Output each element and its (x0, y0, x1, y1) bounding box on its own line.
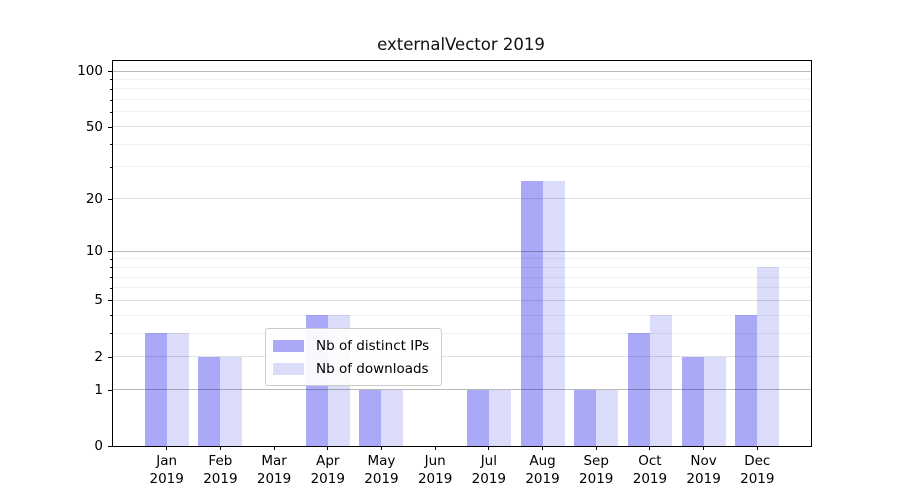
x-tick-label-mar: Mar 2019 (256, 453, 292, 487)
gridline-y-minor-9 (113, 258, 811, 260)
x-tick-mark-oct (649, 446, 651, 450)
x-tick-label-jan: Jan 2019 (149, 453, 184, 487)
gridline-y-minor-90 (113, 78, 811, 80)
y-tick-label-10: 10 (85, 243, 103, 260)
legend-swatch-downloads (273, 362, 304, 375)
y-tick-label-20: 20 (85, 190, 103, 207)
x-tick-label-sep: Sep 2019 (579, 453, 614, 487)
x-tick-mark-jun (434, 446, 436, 450)
y-tick-mark-minor-60 (110, 111, 112, 113)
y-tick-mark-1 (108, 389, 112, 391)
y-tick-mark-minor-7 (110, 277, 112, 279)
chart-title: externalVector 2019 (377, 35, 545, 54)
x-tick-label-jun: Jun 2019 (417, 453, 453, 487)
x-tick-mark-aug (542, 446, 544, 450)
bar-downloads-jul (488, 389, 511, 446)
bar-downloads-sep (596, 389, 619, 446)
x-tick-label-oct: Oct 2019 (632, 453, 668, 487)
legend-swatch-ips (273, 339, 304, 352)
y-tick-label-50: 50 (85, 118, 103, 135)
bar-ips-jan (144, 333, 167, 446)
bar-ips-oct (627, 333, 650, 446)
bar-ips-sep (574, 389, 597, 446)
y-tick-mark-10 (108, 251, 112, 253)
bar-downloads-may (381, 389, 404, 446)
gridline-y-minor-40 (113, 143, 811, 145)
y-tick-mark-minor-8 (110, 267, 112, 269)
x-tick-mark-jan (166, 446, 168, 450)
legend-label-ips: Nb of distinct IPs (316, 337, 430, 354)
legend: Nb of distinct IPs Nb of downloads (265, 328, 443, 386)
gridline-y-minor-4 (113, 314, 811, 316)
gridline-y-5 (113, 299, 811, 301)
y-tick-mark-0 (108, 446, 112, 447)
legend-item-downloads: Nb of downloads (273, 357, 429, 380)
gridline-y-minor-6 (113, 287, 811, 289)
y-tick-label-5: 5 (94, 292, 103, 309)
x-tick-label-may: May 2019 (364, 453, 399, 487)
y-tick-mark-minor-90 (110, 79, 112, 81)
y-tick-mark-minor-9 (110, 258, 112, 260)
y-tick-mark-20 (108, 198, 112, 200)
x-tick-label-aug: Aug 2019 (525, 453, 560, 487)
y-tick-mark-minor-70 (110, 99, 112, 101)
y-tick-label-1: 1 (94, 381, 103, 398)
legend-label-downloads: Nb of downloads (316, 360, 429, 377)
x-tick-label-apr: Apr 2019 (310, 453, 345, 487)
y-tick-label-2: 2 (94, 348, 103, 365)
y-tick-label-0: 0 (94, 438, 103, 454)
bar-downloads-oct (649, 315, 672, 446)
gridline-y-20 (113, 198, 811, 200)
x-tick-mark-nov (703, 446, 705, 450)
legend-item-ips: Nb of distinct IPs (273, 334, 429, 357)
y-tick-mark-minor-40 (110, 144, 112, 146)
bar-ips-dec (735, 315, 758, 446)
x-tick-label-nov: Nov 2019 (686, 453, 721, 487)
x-tick-label-dec: Dec 2019 (740, 453, 775, 487)
x-tick-mark-mar (273, 446, 275, 450)
x-tick-mark-may (380, 446, 382, 450)
gridline-y-50 (113, 126, 811, 128)
y-tick-mark-5 (108, 300, 112, 302)
gridline-y-minor-30 (113, 166, 811, 168)
x-tick-mark-sep (595, 446, 597, 450)
gridline-y-10 (113, 250, 811, 252)
gridline-y-minor-7 (113, 276, 811, 278)
gridline-y-minor-70 (113, 99, 811, 101)
y-tick-label-100: 100 (77, 63, 103, 79)
y-tick-mark-100 (108, 71, 112, 72)
x-tick-label-jul: Jul 2019 (471, 453, 507, 487)
gridline-y-minor-60 (113, 111, 811, 113)
plot-area: 0 1 2 5 10 20 50 100 Jan 2019 Feb 2019 Mar 2019 Apr 201… (77, 60, 812, 487)
y-tick-mark-minor-4 (110, 315, 112, 317)
y-tick-mark-50 (108, 126, 112, 128)
x-tick-mark-feb (219, 446, 221, 450)
y-tick-mark-minor-80 (110, 88, 112, 90)
bar-ips-jul (466, 389, 489, 446)
bar-downloads-dec (757, 267, 780, 446)
gridline-y-100 (113, 70, 811, 72)
bar-ips-nov (681, 356, 704, 446)
x-tick-mark-jul (488, 446, 490, 450)
y-tick-mark-minor-6 (110, 287, 112, 289)
bar-downloads-nov (703, 356, 726, 446)
gridline-y-minor-80 (113, 88, 811, 90)
bar-downloads-feb (220, 356, 243, 446)
gridline-y-minor-8 (113, 266, 811, 268)
gridline-y-minor-3 (113, 332, 811, 334)
y-tick-mark-minor-30 (110, 166, 112, 168)
bar-downloads-jan (166, 333, 189, 446)
x-tick-mark-apr (327, 446, 329, 450)
y-tick-mark-minor-3 (110, 333, 112, 335)
bar-ips-may (359, 389, 382, 446)
x-tick-mark-dec (756, 446, 758, 450)
bar-ips-aug (520, 181, 543, 446)
y-tick-mark-2 (108, 356, 112, 358)
bar-ips-feb (198, 356, 221, 446)
bar-downloads-aug (542, 181, 565, 446)
x-tick-label-feb: Feb 2019 (203, 453, 238, 487)
